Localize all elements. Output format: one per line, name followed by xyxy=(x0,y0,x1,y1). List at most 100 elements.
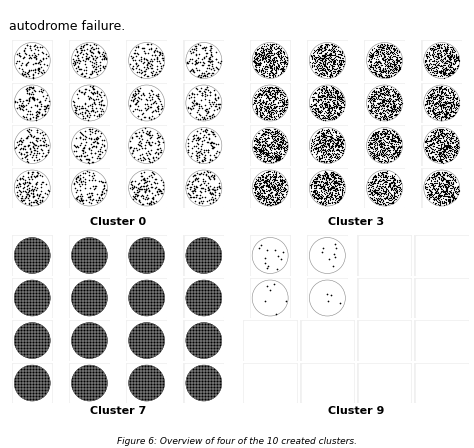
Point xyxy=(426,52,434,59)
Point xyxy=(379,66,387,73)
Point xyxy=(133,191,141,198)
Point xyxy=(274,134,282,141)
Point xyxy=(254,196,262,203)
Point xyxy=(376,59,383,66)
Point xyxy=(393,188,401,195)
Point xyxy=(315,101,323,108)
Point xyxy=(149,87,156,94)
Point xyxy=(268,155,276,162)
Point xyxy=(428,108,436,115)
Point xyxy=(327,192,334,199)
Point xyxy=(432,109,440,116)
Point xyxy=(372,148,379,155)
Point xyxy=(429,60,437,67)
Point xyxy=(329,141,337,148)
Point xyxy=(328,65,336,73)
Point xyxy=(145,155,153,163)
Point xyxy=(337,193,345,200)
Point xyxy=(449,90,456,98)
Point xyxy=(275,87,283,95)
Point xyxy=(438,62,446,69)
Point xyxy=(441,142,449,150)
Point xyxy=(317,114,324,121)
Point xyxy=(439,92,447,99)
Point xyxy=(334,110,342,117)
Point xyxy=(455,102,462,109)
Point xyxy=(442,93,450,100)
Point xyxy=(265,177,273,185)
Point xyxy=(96,111,103,118)
Point xyxy=(380,48,387,56)
Point xyxy=(436,172,443,179)
Point xyxy=(390,101,398,108)
Point xyxy=(366,58,374,65)
Point xyxy=(264,50,271,57)
Point xyxy=(18,105,26,112)
Point xyxy=(80,145,87,152)
Point xyxy=(13,98,20,105)
Point xyxy=(383,150,391,157)
Point xyxy=(374,184,382,191)
Point xyxy=(311,176,319,183)
Point xyxy=(370,93,378,100)
Point xyxy=(429,142,437,149)
Point xyxy=(88,177,95,184)
Point xyxy=(283,99,291,106)
Point xyxy=(256,153,264,160)
Point xyxy=(251,51,259,58)
Point xyxy=(339,148,347,155)
Point xyxy=(281,184,289,191)
Point xyxy=(447,53,454,60)
Point xyxy=(191,187,199,194)
Point xyxy=(435,129,442,137)
Point xyxy=(335,196,342,203)
Point xyxy=(445,197,452,204)
Point xyxy=(315,194,322,201)
Point xyxy=(445,69,453,76)
Point xyxy=(266,54,274,61)
Point xyxy=(386,47,394,54)
Point xyxy=(217,59,224,66)
Point xyxy=(129,133,137,140)
Point xyxy=(276,133,284,140)
Point xyxy=(436,154,443,161)
Point xyxy=(256,60,264,67)
Point xyxy=(279,185,287,193)
Point xyxy=(141,49,148,56)
Point xyxy=(87,94,95,101)
Point xyxy=(389,146,397,154)
Point xyxy=(368,132,376,139)
Point xyxy=(374,129,382,136)
Point xyxy=(259,44,266,52)
Point xyxy=(316,111,323,118)
Point xyxy=(152,44,159,51)
Point xyxy=(321,44,329,51)
Point xyxy=(141,68,148,75)
Point xyxy=(269,72,277,79)
Point xyxy=(94,135,101,142)
Point xyxy=(440,198,448,206)
Point xyxy=(321,138,328,145)
Point xyxy=(141,113,149,121)
Point xyxy=(388,142,395,149)
Point xyxy=(146,127,154,134)
Point xyxy=(313,53,320,60)
Point xyxy=(261,155,268,162)
Point xyxy=(449,194,457,201)
Point xyxy=(251,136,258,143)
Point xyxy=(262,181,270,188)
Point xyxy=(378,139,385,146)
Point xyxy=(445,72,453,79)
Point xyxy=(318,142,325,149)
Point xyxy=(256,108,264,115)
Point xyxy=(274,89,282,96)
Point xyxy=(376,48,384,55)
Point xyxy=(270,116,277,123)
Point xyxy=(149,169,156,177)
Point xyxy=(253,105,261,112)
Point xyxy=(320,52,328,59)
Point xyxy=(259,44,267,51)
Point xyxy=(316,64,323,71)
Point xyxy=(265,176,273,183)
Point xyxy=(376,42,383,49)
